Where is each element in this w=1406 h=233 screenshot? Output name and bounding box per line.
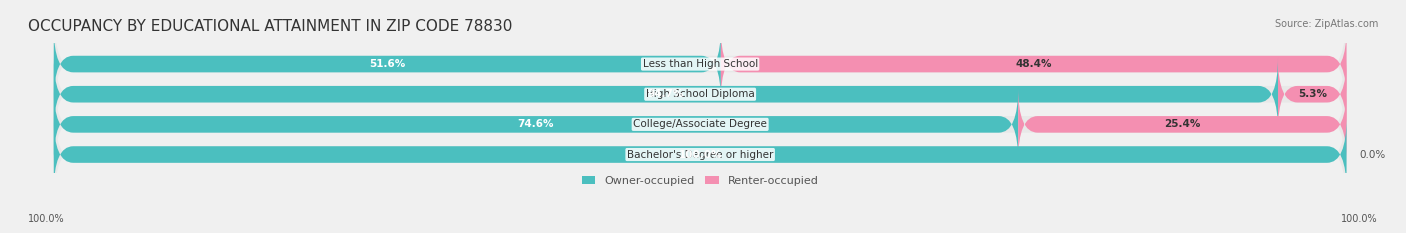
Text: College/Associate Degree: College/Associate Degree [633,119,768,129]
Text: 48.4%: 48.4% [1015,59,1052,69]
Text: Less than High School: Less than High School [643,59,758,69]
Text: 74.6%: 74.6% [517,119,554,129]
FancyBboxPatch shape [1278,57,1347,131]
Text: Bachelor's Degree or higher: Bachelor's Degree or higher [627,150,773,160]
Text: 100.0%: 100.0% [28,214,65,224]
Text: 5.3%: 5.3% [1298,89,1327,99]
FancyBboxPatch shape [53,72,1347,176]
Text: 100.0%: 100.0% [1341,214,1378,224]
FancyBboxPatch shape [1018,87,1347,161]
FancyBboxPatch shape [53,103,1347,206]
FancyBboxPatch shape [53,57,1278,131]
Legend: Owner-occupied, Renter-occupied: Owner-occupied, Renter-occupied [578,171,823,190]
FancyBboxPatch shape [53,42,1347,146]
Text: 94.7%: 94.7% [648,89,685,99]
Text: 100.0%: 100.0% [679,150,721,160]
FancyBboxPatch shape [53,27,721,101]
Text: OCCUPANCY BY EDUCATIONAL ATTAINMENT IN ZIP CODE 78830: OCCUPANCY BY EDUCATIONAL ATTAINMENT IN Z… [28,19,513,34]
FancyBboxPatch shape [53,12,1347,116]
Text: High School Diploma: High School Diploma [645,89,755,99]
FancyBboxPatch shape [721,27,1347,101]
Text: 51.6%: 51.6% [370,59,405,69]
FancyBboxPatch shape [53,118,1347,192]
Text: 25.4%: 25.4% [1164,119,1201,129]
FancyBboxPatch shape [53,87,1018,161]
Text: 0.0%: 0.0% [1360,150,1386,160]
Text: Source: ZipAtlas.com: Source: ZipAtlas.com [1274,19,1378,29]
